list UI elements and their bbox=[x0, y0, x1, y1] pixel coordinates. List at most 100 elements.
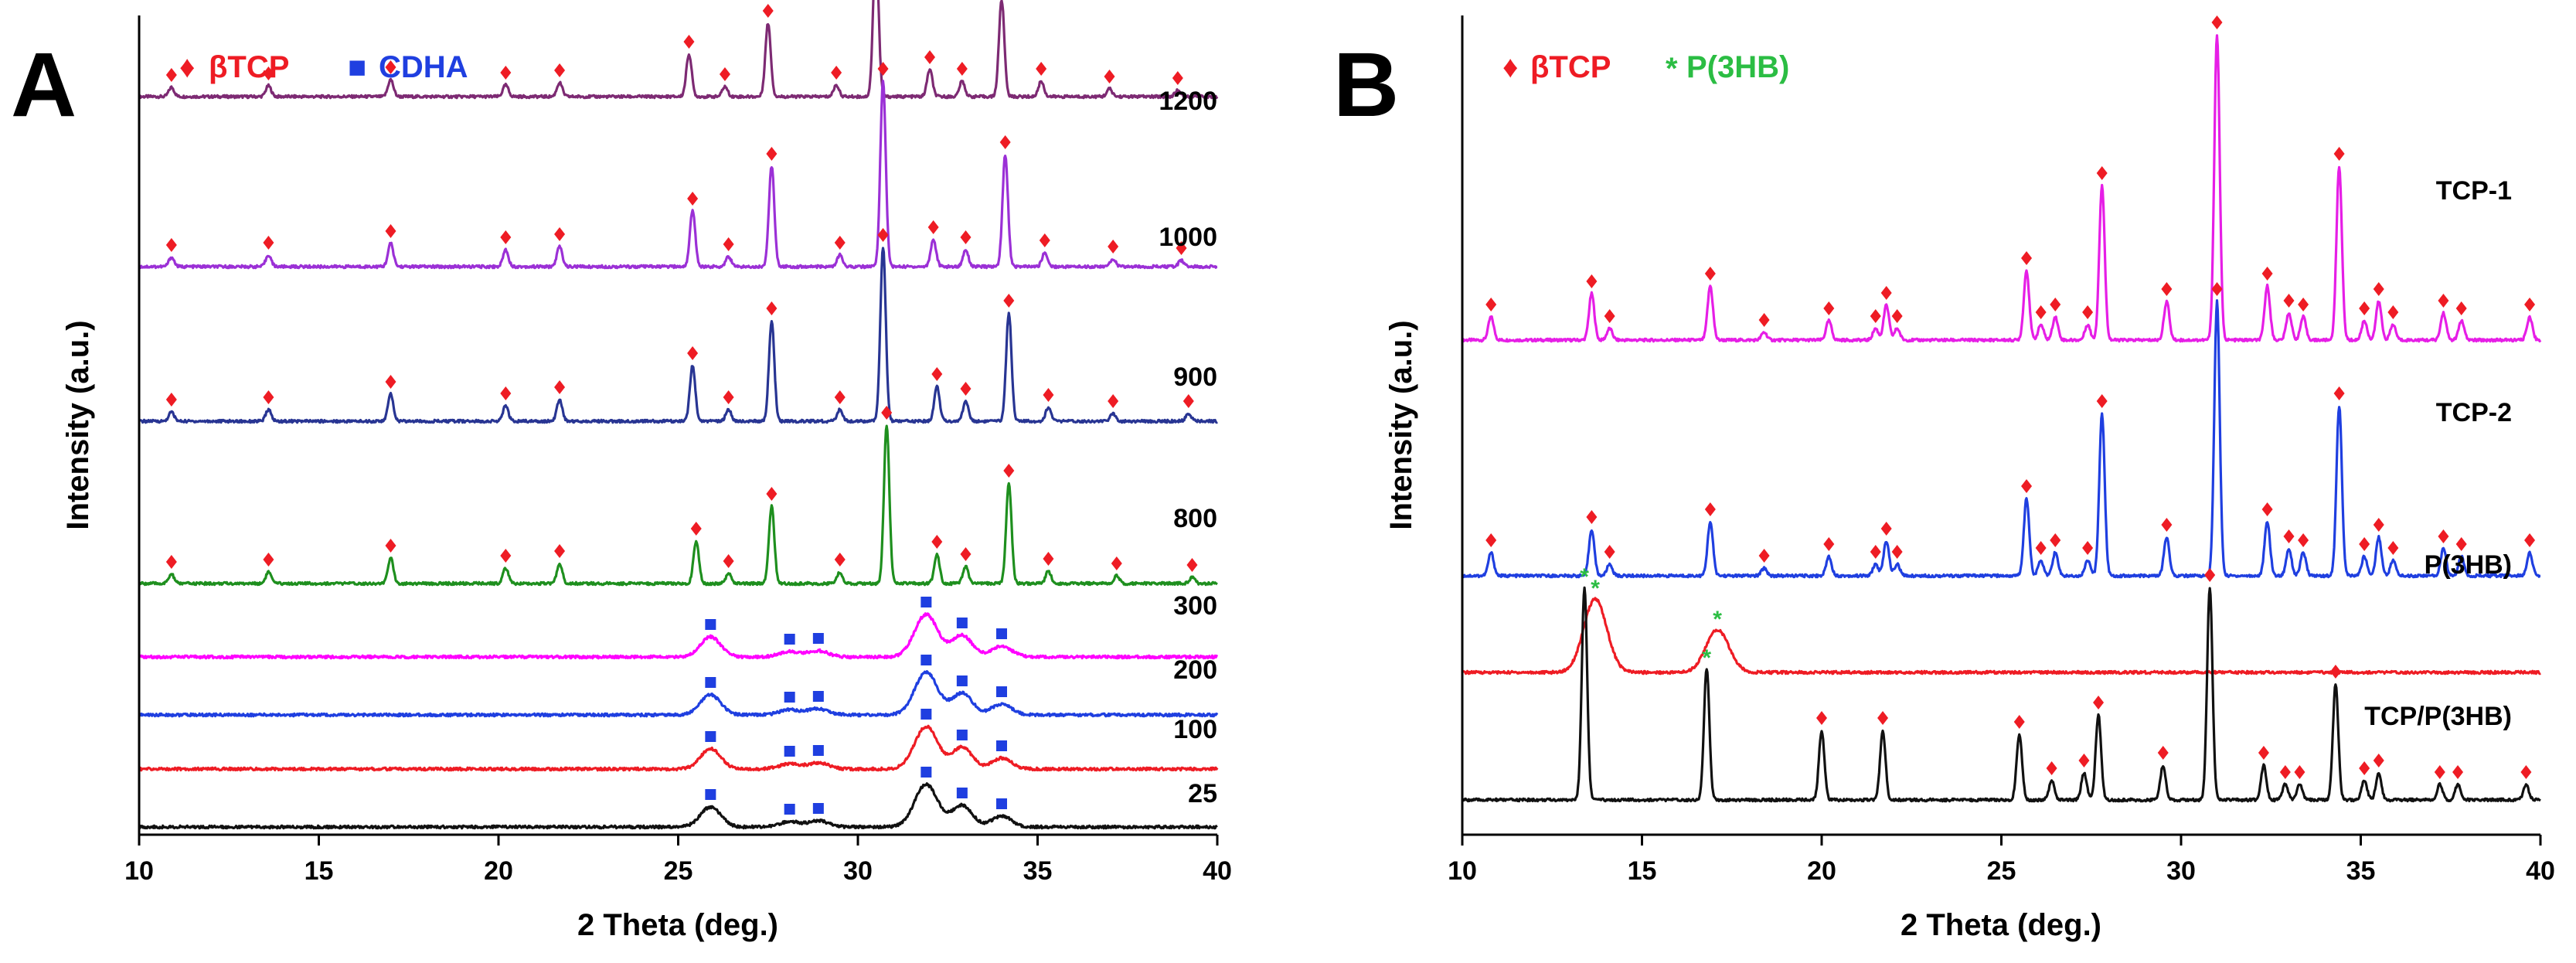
marker-betatcp bbox=[960, 382, 972, 396]
x-tick-label-15: 15 bbox=[1628, 856, 1657, 886]
panel-b-legend: ♦ βTCP * P(3HB) bbox=[1502, 50, 1789, 86]
marker-betatcp bbox=[2082, 541, 2094, 555]
marker-betatcp bbox=[554, 227, 566, 241]
x-tick-label-35: 35 bbox=[2346, 856, 2376, 886]
marker-betatcp bbox=[2455, 537, 2467, 551]
marker-betatcp bbox=[500, 230, 512, 244]
panel-b-plot-area bbox=[1461, 34, 2542, 803]
marker-cdha bbox=[920, 709, 932, 720]
marker-betatcp bbox=[2078, 754, 2090, 767]
marker-cdha bbox=[956, 618, 968, 628]
legend-betatcp-symbol: ♦ bbox=[179, 50, 195, 84]
marker-betatcp bbox=[683, 35, 695, 49]
marker-betatcp bbox=[956, 62, 968, 76]
marker-betatcp bbox=[2333, 386, 2345, 400]
marker-p3hb: * bbox=[1580, 564, 1589, 590]
marker-betatcp bbox=[1880, 522, 1892, 536]
x-tick-label-25: 25 bbox=[1987, 856, 2016, 886]
trace-800 bbox=[138, 424, 1218, 587]
marker-betatcp bbox=[385, 375, 396, 389]
x-tick-label-40: 40 bbox=[1203, 856, 1232, 886]
marker-betatcp bbox=[1043, 388, 1054, 402]
marker-cdha bbox=[996, 628, 1007, 639]
marker-betatcp bbox=[1111, 556, 1122, 570]
marker-p3hb: * bbox=[1591, 576, 1600, 601]
trace-1200 bbox=[138, 0, 1219, 100]
marker-betatcp bbox=[2050, 533, 2061, 547]
trace-label-1200: 1200 bbox=[1159, 87, 1217, 116]
marker-betatcp bbox=[1758, 313, 1770, 327]
marker-betatcp bbox=[165, 393, 177, 407]
marker-betatcp bbox=[263, 66, 274, 80]
trace-p-3hb- bbox=[1462, 597, 2541, 675]
marker-betatcp bbox=[385, 539, 396, 553]
marker-betatcp bbox=[2294, 765, 2305, 779]
panel-b: B ♦ βTCP * P(3HB) **** TCP-1 TCP-2 P(3HB… bbox=[1333, 15, 2555, 942]
marker-betatcp bbox=[1891, 545, 1903, 559]
marker-betatcp bbox=[766, 487, 778, 501]
panel-a-letter: A bbox=[11, 34, 77, 136]
x-tick-label-40: 40 bbox=[2526, 856, 2555, 886]
marker-betatcp bbox=[1104, 70, 1115, 83]
marker-betatcp bbox=[931, 535, 943, 549]
marker-cdha bbox=[705, 731, 716, 742]
trace-tcp-1 bbox=[1461, 34, 2542, 343]
marker-betatcp bbox=[2261, 502, 2273, 516]
marker-betatcp bbox=[766, 147, 778, 161]
trace-label-1000: 1000 bbox=[1159, 223, 1217, 252]
marker-betatcp bbox=[2455, 301, 2467, 315]
marker-betatcp bbox=[165, 238, 177, 252]
marker-cdha bbox=[996, 798, 1007, 809]
marker-betatcp bbox=[1108, 394, 1119, 408]
marker-betatcp bbox=[1586, 510, 1598, 524]
x-tick-label-15: 15 bbox=[305, 856, 334, 886]
marker-p3hb: * bbox=[1702, 645, 1711, 671]
marker-betatcp bbox=[2359, 761, 2370, 775]
trace-label-900: 900 bbox=[1173, 362, 1217, 392]
marker-betatcp bbox=[1604, 309, 1615, 323]
legend-betatcp-label-b: βTCP bbox=[1530, 50, 1611, 84]
marker-betatcp bbox=[554, 544, 566, 558]
marker-betatcp bbox=[723, 554, 734, 568]
marker-betatcp bbox=[2082, 305, 2094, 319]
marker-cdha bbox=[920, 597, 932, 607]
marker-betatcp bbox=[834, 553, 846, 567]
x-tick-label-30: 30 bbox=[2166, 856, 2196, 886]
marker-betatcp bbox=[2204, 568, 2216, 582]
marker-betatcp bbox=[2211, 15, 2223, 29]
marker-betatcp bbox=[723, 390, 734, 404]
x-tick-label-35: 35 bbox=[1023, 856, 1053, 886]
marker-betatcp bbox=[2434, 765, 2445, 779]
marker-betatcp bbox=[881, 406, 893, 420]
marker-betatcp bbox=[500, 386, 512, 400]
marker-betatcp bbox=[2373, 518, 2384, 532]
trace-25 bbox=[138, 782, 1218, 830]
marker-betatcp bbox=[263, 553, 274, 567]
marker-cdha bbox=[705, 789, 716, 800]
legend-betatcp-label: βTCP bbox=[209, 50, 289, 84]
trace-label-tcp-2: TCP-2 bbox=[2436, 398, 2512, 427]
trace-tcp-2 bbox=[1461, 299, 2541, 579]
marker-betatcp bbox=[719, 67, 730, 81]
marker-betatcp bbox=[2452, 765, 2464, 779]
marker-betatcp bbox=[1586, 274, 1598, 288]
marker-cdha bbox=[956, 675, 968, 686]
panel-a-x-ticks: 10 15 20 25 30 35 40 bbox=[124, 835, 1232, 886]
marker-betatcp bbox=[2520, 765, 2532, 779]
marker-betatcp bbox=[690, 522, 702, 536]
legend-p3hb-symbol: * bbox=[1666, 52, 1678, 86]
marker-cdha bbox=[920, 767, 932, 778]
panel-a-trace-labels: 1200 1000 900 800 300 200 100 25 bbox=[1159, 87, 1217, 808]
marker-cdha bbox=[956, 788, 968, 798]
marker-betatcp bbox=[2096, 394, 2108, 408]
marker-betatcp bbox=[2373, 754, 2384, 767]
marker-betatcp bbox=[924, 50, 935, 64]
marker-cdha bbox=[784, 692, 795, 703]
marker-betatcp bbox=[1036, 62, 1047, 76]
marker-cdha bbox=[920, 655, 932, 665]
marker-betatcp bbox=[2524, 533, 2536, 547]
marker-betatcp bbox=[165, 555, 177, 569]
marker-betatcp bbox=[554, 380, 566, 394]
marker-betatcp bbox=[1108, 240, 1119, 254]
